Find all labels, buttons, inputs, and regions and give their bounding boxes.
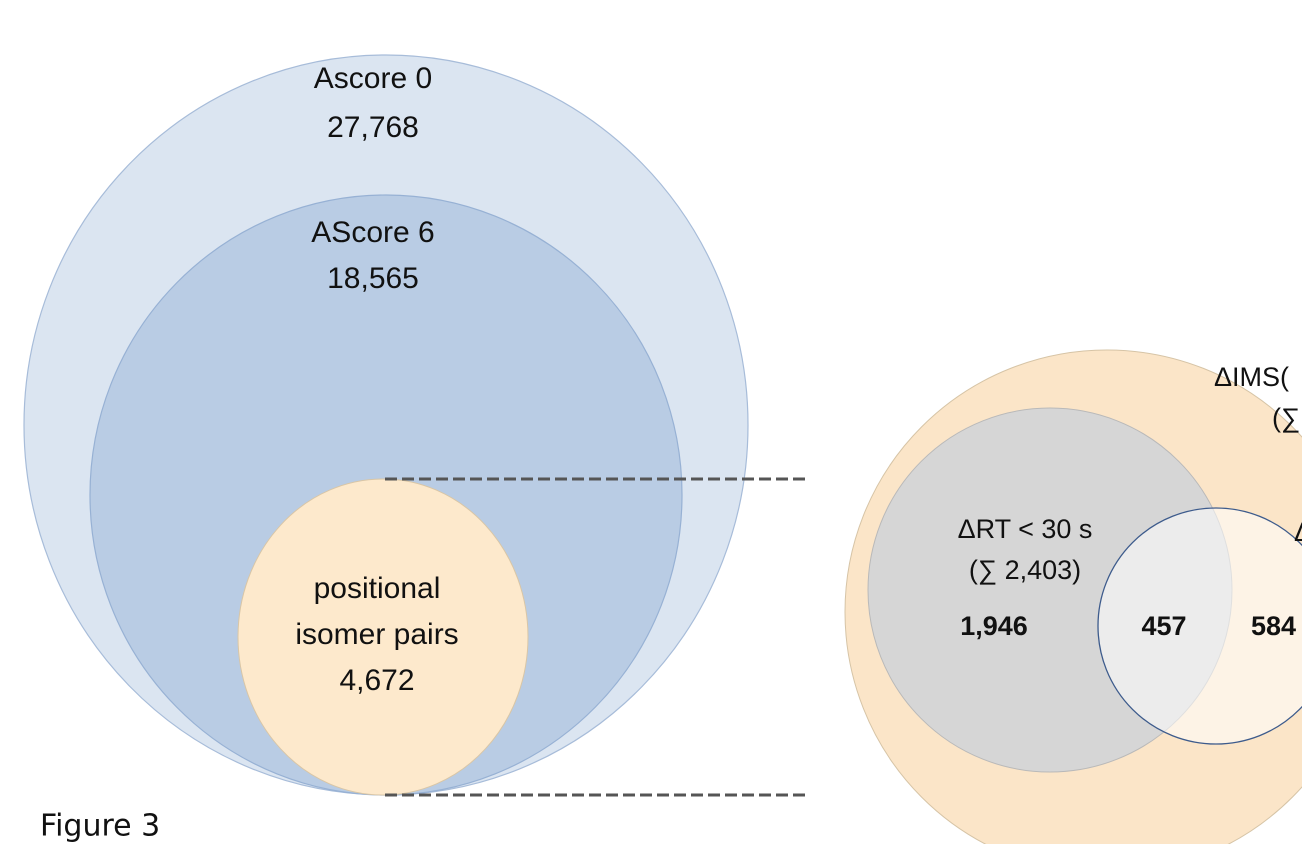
ims-label: ΔIMS(: [1214, 362, 1289, 392]
rt-only-count: 1,946: [960, 611, 1028, 641]
set-label: Δ: [1294, 517, 1302, 547]
caption: Figure 3: [40, 809, 160, 844]
middle-count: 18,565: [327, 262, 419, 295]
set-only-count: 584: [1251, 611, 1296, 641]
inner-count: 4,672: [339, 664, 414, 697]
middle-label: AScore 6: [311, 216, 434, 249]
overlap-count: 457: [1141, 611, 1186, 641]
inner-label: positional: [314, 572, 441, 605]
inner-label: isomer pairs: [295, 618, 458, 651]
outer-label: Ascore 0: [314, 62, 432, 95]
ims-sum: (∑: [1272, 403, 1300, 433]
set-circle: [1097, 507, 1302, 745]
outer-count: 27,768: [327, 111, 419, 144]
inner-circle: [237, 478, 529, 796]
rt-label: ΔRT < 30 s: [958, 514, 1093, 544]
rt-sum: (∑ 2,403): [969, 555, 1081, 585]
